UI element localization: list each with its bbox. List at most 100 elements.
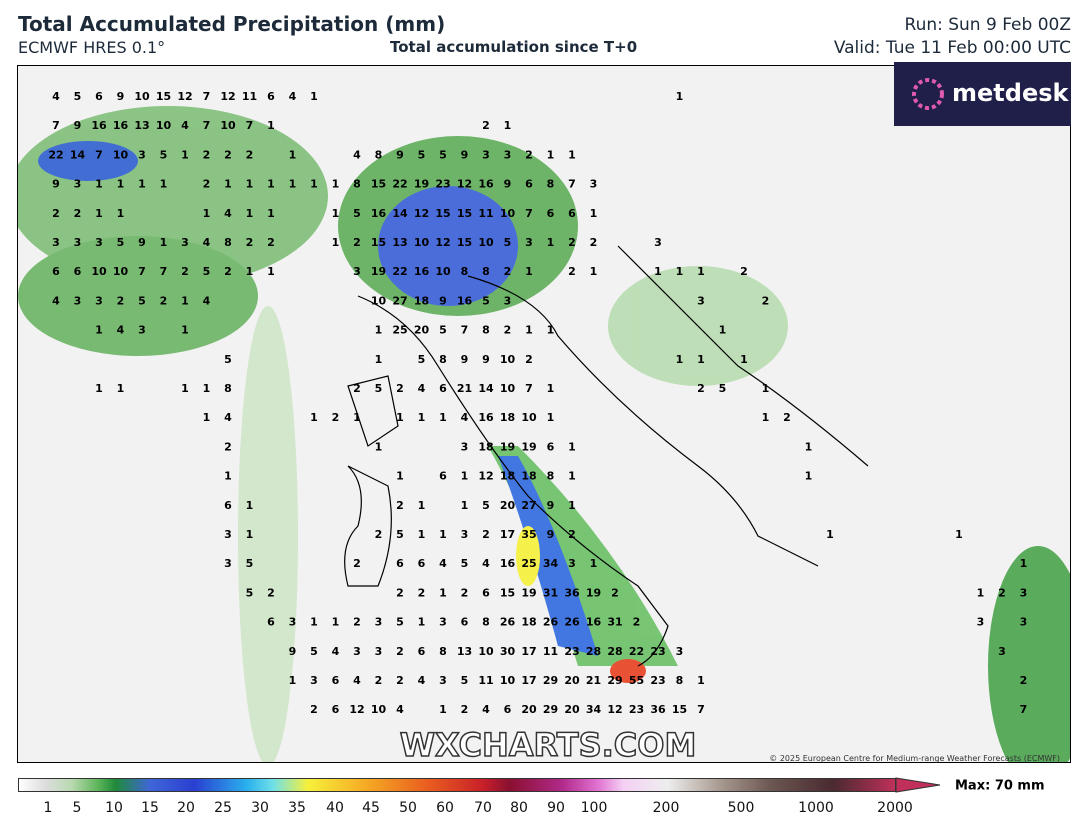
grid-value: 10 [113, 265, 129, 278]
grid-value: 9 [461, 353, 469, 366]
grid-value: 2 [224, 265, 232, 278]
grid-value: 14 [70, 148, 86, 161]
grid-value: 7 [160, 265, 168, 278]
grid-value: 5 [719, 382, 727, 395]
grid-value: 2 [267, 586, 275, 599]
grid-value: 2 [482, 119, 490, 132]
grid-value: 16 [91, 119, 107, 132]
grid-value: 1 [504, 119, 512, 132]
grid-value: 5 [461, 557, 469, 570]
grid-value: 1 [805, 470, 813, 483]
grid-value: 4 [418, 382, 426, 395]
grid-value: 1 [676, 265, 684, 278]
grid-value: 3 [461, 528, 469, 541]
grid-value: 1 [246, 178, 254, 191]
grid-value: 1 [439, 411, 447, 424]
grid-value: 5 [117, 236, 125, 249]
logo-box [894, 62, 1071, 126]
grid-value: 12 [478, 470, 493, 483]
grid-value: 7 [203, 119, 211, 132]
grid-value: 6 [95, 90, 103, 103]
grid-value: 8 [439, 353, 447, 366]
grid-value: 8 [547, 178, 555, 191]
grid-value: 3 [1020, 586, 1028, 599]
grid-value: 1 [289, 148, 297, 161]
grid-value: 1 [547, 236, 555, 249]
grid-value: 8 [353, 178, 361, 191]
grid-value: 5 [461, 674, 469, 687]
grid-value: 4 [439, 557, 447, 570]
colorbar-label: 80 [510, 800, 528, 816]
grid-value: 20 [564, 674, 580, 687]
colorbar-label: 500 [728, 800, 755, 816]
grid-value: 4 [332, 645, 340, 658]
run: Run: Sun 9 Feb 00Z [904, 15, 1071, 35]
grid-value: 22 [629, 645, 644, 658]
grid-value: 1 [396, 470, 404, 483]
grid-value: 1 [525, 265, 533, 278]
grid-value: 16 [457, 294, 473, 307]
grid-value: 1 [267, 119, 275, 132]
grid-value: 2 [482, 528, 490, 541]
grid-value: 3 [224, 528, 232, 541]
colorbar-label: 5 [73, 800, 82, 816]
grid-value: 5 [74, 90, 82, 103]
grid-value: 1 [310, 411, 318, 424]
grid-value: 1 [117, 207, 125, 220]
grid-value: 1 [332, 178, 340, 191]
grid-value: 12 [607, 703, 622, 716]
grid-value: 1 [95, 324, 103, 337]
grid-value: 29 [607, 674, 622, 687]
grid-value: 2 [740, 265, 748, 278]
grid-value: 6 [332, 674, 340, 687]
grid-value: 5 [246, 586, 254, 599]
grid-value: 1 [160, 236, 168, 249]
grid-value: 3 [74, 178, 82, 191]
grid-value: 10 [500, 674, 516, 687]
grid-value: 4 [418, 674, 426, 687]
grid-value: 2 [117, 294, 125, 307]
grid-value: 6 [418, 645, 426, 658]
grid-value: 27 [392, 294, 407, 307]
grid-value: 21 [457, 382, 472, 395]
grid-value: 7 [568, 178, 576, 191]
grid-value: 15 [457, 236, 472, 249]
grid-value: 15 [672, 703, 687, 716]
colorbar-label: 40 [326, 800, 344, 816]
grid-value: 1 [181, 324, 189, 337]
grid-value: 5 [246, 557, 254, 570]
grid-value: 6 [267, 90, 275, 103]
grid-value: 18 [478, 440, 493, 453]
grid-value: 1 [224, 470, 232, 483]
grid-value: 1 [461, 499, 469, 512]
grid-value: 3 [95, 236, 103, 249]
grid-value: 9 [74, 119, 82, 132]
colorbar-label: 50 [399, 800, 417, 816]
grid-value: 3 [1020, 616, 1028, 629]
grid-value: 28 [586, 645, 601, 658]
grid-value: 1 [1020, 557, 1028, 570]
grid-value: 1 [676, 90, 684, 103]
grid-value: 10 [113, 148, 129, 161]
grid-value: 16 [371, 207, 387, 220]
grid-value: 3 [998, 645, 1006, 658]
grid-value: 26 [564, 616, 580, 629]
grid-value: 1 [697, 353, 705, 366]
grid-value: 1 [418, 528, 426, 541]
grid-value: 11 [242, 90, 257, 103]
grid-value: 6 [547, 440, 555, 453]
grid-value: 2 [568, 265, 576, 278]
grid-value: 2 [353, 616, 361, 629]
grid-value: 1 [224, 178, 232, 191]
grid-value: 1 [95, 207, 103, 220]
title: Total Accumulated Precipitation (mm) [18, 12, 446, 36]
grid-value: 3 [375, 616, 383, 629]
model: ECMWF HRES 0.1° [18, 38, 166, 57]
grid-value: 3 [310, 674, 318, 687]
grid-value: 22 [392, 178, 407, 191]
grid-value: 9 [289, 645, 297, 658]
grid-value: 2 [697, 382, 705, 395]
grid-value: 3 [654, 236, 662, 249]
grid-value: 1 [568, 499, 576, 512]
grid-value: 7 [246, 119, 254, 132]
